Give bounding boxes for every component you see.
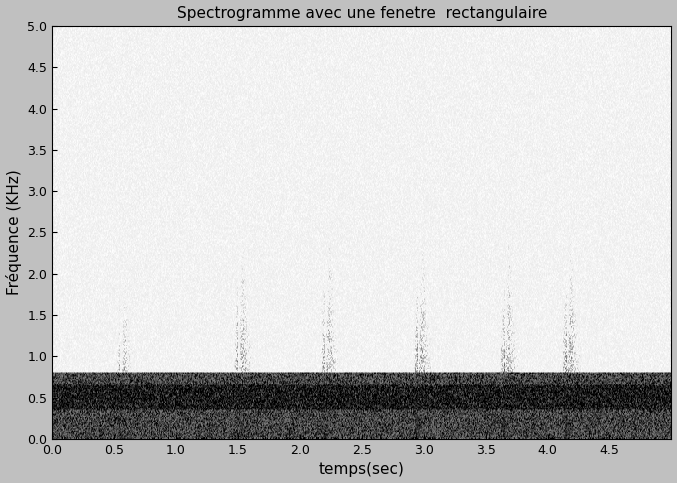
Y-axis label: Fréquence (KHz): Fréquence (KHz)	[5, 170, 22, 295]
X-axis label: temps(sec): temps(sec)	[319, 462, 405, 477]
Title: Spectrogramme avec une fenetre  rectangulaire: Spectrogramme avec une fenetre rectangul…	[177, 6, 547, 21]
